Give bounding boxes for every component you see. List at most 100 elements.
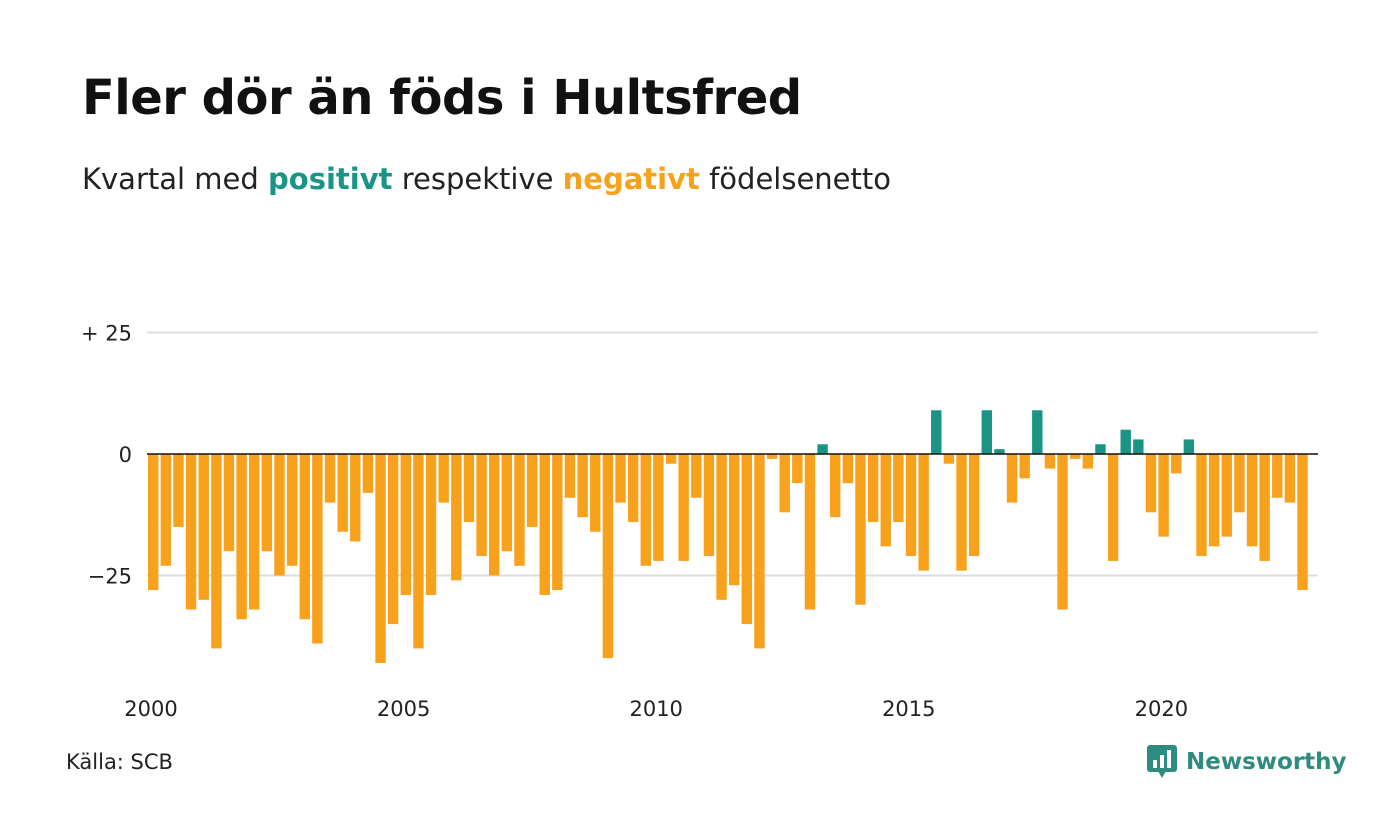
bar <box>615 454 626 503</box>
bar <box>956 454 967 571</box>
bar <box>1234 454 1245 513</box>
bar <box>299 454 310 620</box>
y-tick-label: −25 <box>88 565 132 589</box>
bar <box>1120 429 1131 454</box>
bar <box>489 454 500 576</box>
bar <box>249 454 260 610</box>
bar <box>1272 454 1283 498</box>
bar <box>590 454 601 532</box>
x-tick-label: 2020 <box>1135 697 1188 721</box>
bar <box>312 454 323 644</box>
bar <box>501 454 513 552</box>
bar <box>968 454 980 557</box>
x-tick-label: 2010 <box>629 697 682 721</box>
brand-name: Newsworthy <box>1186 749 1347 775</box>
bar <box>223 454 235 552</box>
x-tick-label: 2005 <box>377 697 430 721</box>
subtitle-negative-word: negativt <box>562 162 700 196</box>
bar <box>438 454 449 503</box>
bar <box>400 454 411 595</box>
bar <box>741 454 753 625</box>
bar <box>198 454 209 600</box>
bar <box>387 454 399 625</box>
bar <box>1208 454 1220 547</box>
bar <box>1158 454 1169 537</box>
bar <box>1133 439 1144 454</box>
subtitle-suffix: födelsenetto <box>699 162 891 196</box>
bar <box>514 454 525 566</box>
bar <box>1032 410 1043 454</box>
bars <box>148 410 1308 663</box>
bar <box>1221 454 1232 537</box>
bar <box>173 454 184 527</box>
bar <box>261 454 273 552</box>
bar <box>451 454 462 581</box>
bar <box>1246 454 1258 547</box>
bar <box>691 454 702 498</box>
bar <box>640 454 651 566</box>
y-tick-label: 0 <box>119 443 132 467</box>
bar <box>817 444 828 454</box>
bar <box>564 454 576 498</box>
y-tick-label: + 25 <box>81 322 132 346</box>
bar <box>274 454 285 576</box>
bar <box>148 454 159 591</box>
bar <box>867 454 879 523</box>
source-note: Källa: SCB <box>66 750 173 774</box>
bar <box>1145 454 1157 513</box>
bar <box>425 454 437 595</box>
bar <box>1069 454 1081 459</box>
bar <box>678 454 689 561</box>
bar <box>728 454 740 586</box>
bar <box>943 454 955 464</box>
bar <box>779 454 790 513</box>
bar <box>413 454 424 649</box>
brand-logo[interactable]: Newsworthy <box>1146 744 1347 780</box>
axis: + 25 0 −25 2000 2005 2010 2015 2020 <box>81 322 1318 721</box>
chart-title: Fler dör än föds i Hultsfred <box>82 70 802 126</box>
x-tick-label: 2015 <box>882 697 935 721</box>
bar <box>1183 439 1195 454</box>
bar <box>552 454 563 591</box>
bar <box>766 454 778 459</box>
bar <box>375 454 386 663</box>
bar <box>754 454 765 649</box>
bar <box>842 454 854 484</box>
bar <box>665 454 677 464</box>
bar <box>627 454 639 523</box>
bar <box>324 454 336 503</box>
bar <box>1284 454 1296 503</box>
x-tick-label: 2000 <box>124 697 177 721</box>
bar <box>362 454 374 493</box>
bar <box>855 454 866 605</box>
subtitle-prefix: Kvartal med <box>82 162 269 196</box>
bar <box>830 454 841 518</box>
bar <box>918 454 929 571</box>
bar <box>1259 454 1270 561</box>
bar <box>185 454 197 610</box>
bar <box>1107 454 1119 561</box>
bar <box>716 454 727 600</box>
bar <box>893 454 904 523</box>
bar <box>703 454 715 557</box>
bar <box>286 454 298 566</box>
bar <box>804 454 816 610</box>
bar <box>994 449 1005 454</box>
bar <box>1171 454 1182 474</box>
bar <box>1019 454 1030 479</box>
bar <box>236 454 247 620</box>
subtitle-middle: respektive <box>392 162 563 196</box>
bar <box>1006 454 1018 503</box>
bar <box>1297 454 1308 591</box>
bar <box>931 410 942 454</box>
subtitle-positive-word: positivt <box>268 162 393 196</box>
bar <box>526 454 538 527</box>
bar <box>539 454 550 595</box>
bar <box>602 454 614 659</box>
bar <box>160 454 172 566</box>
bar <box>792 454 803 484</box>
bar <box>1095 444 1106 454</box>
bar <box>337 454 348 532</box>
bar <box>1082 454 1094 469</box>
